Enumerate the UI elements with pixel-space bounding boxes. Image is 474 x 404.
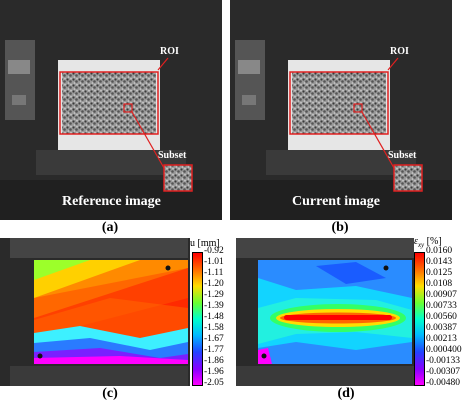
colorbar-tick-label: 0.0125	[426, 268, 453, 278]
colorbar-tick-label: -2.05	[204, 378, 224, 388]
panel-b: ROI Subset Current image (b)	[230, 0, 452, 235]
colorbar-tick-label: -0.00133	[426, 356, 461, 366]
epsilon-symbol: ε	[414, 236, 418, 247]
colorbar-tick-label: 0.00387	[426, 323, 457, 333]
strain-field-map	[236, 238, 414, 386]
roi-label: ROI	[160, 46, 179, 57]
colorbar-tick-label: 0.00733	[426, 301, 457, 311]
reference-image: ROI Subset Reference image	[0, 0, 222, 220]
colorbar-tick-label: 0.000400	[426, 345, 462, 355]
displacement-contour	[34, 260, 188, 364]
current-image: ROI Subset Current image	[230, 0, 452, 220]
panel-a: ROI Subset Reference image (a)	[0, 0, 222, 235]
caption-b: (b)	[331, 220, 349, 235]
colorbar-tick-label: -1.01	[204, 257, 224, 267]
colorbar-tick-label: -1.29	[204, 290, 224, 300]
colorbar-c	[192, 252, 203, 386]
colorbar-c-title: u [mm]	[190, 238, 220, 249]
strain-contour	[258, 260, 412, 364]
colorbar-tick-label: 0.00560	[426, 312, 457, 322]
colorbar-tick-label: -1.39	[204, 301, 224, 311]
colorbar-tick-label: 0.00213	[426, 334, 457, 344]
colorbar-tick-label: -1.86	[204, 356, 224, 366]
displacement-field-map	[0, 238, 190, 386]
subset-label: Subset	[158, 150, 187, 161]
colorbar-tick-label: -1.77	[204, 345, 224, 355]
colorbar-d-title: εxy [%]	[414, 236, 442, 249]
colorbar-tick-label: 0.0160	[426, 246, 453, 256]
panel-c: u [mm] -0.92 -1.01 -1.11 -1.20 -1.29 -1.39 -1.…	[0, 238, 236, 404]
colorbar-tick-label: 0.0143	[426, 257, 453, 267]
colorbar-tick-label: -1.96	[204, 367, 224, 377]
colorbar-tick-label: 0.00907	[426, 290, 457, 300]
panel-d: εxy [%] 0.0160 0.0143 0.0125 0.0108 0.00907 0…	[236, 236, 474, 404]
roi-label: ROI	[390, 46, 409, 57]
colorbar-d	[414, 252, 425, 386]
colorbar-d-unit: [%]	[424, 236, 442, 247]
subset-label: Subset	[388, 150, 417, 161]
caption-a: (a)	[101, 220, 119, 235]
colorbar-tick-label: -0.92	[204, 246, 224, 256]
colorbar-tick-label: -1.20	[204, 279, 224, 289]
colorbar-tick-label: -1.67	[204, 334, 224, 344]
colorbar-tick-label: -0.00480	[426, 378, 461, 388]
caption-c: (c)	[102, 386, 118, 401]
colorbar-tick-label: -0.00307	[426, 367, 461, 377]
caption-d: (d)	[337, 386, 355, 401]
current-photo-scene	[230, 0, 452, 220]
colorbar-tick-label: -1.11	[204, 268, 224, 278]
colorbar-tick-label: -1.48	[204, 312, 224, 322]
epsilon-subscript: xy	[417, 241, 425, 249]
reference-photo-scene	[0, 0, 222, 220]
image-label: Reference image	[62, 194, 161, 209]
colorbar-tick-label: -1.58	[204, 323, 224, 333]
colorbar-tick-label: 0.0108	[426, 279, 453, 289]
image-label: Current image	[292, 194, 380, 209]
